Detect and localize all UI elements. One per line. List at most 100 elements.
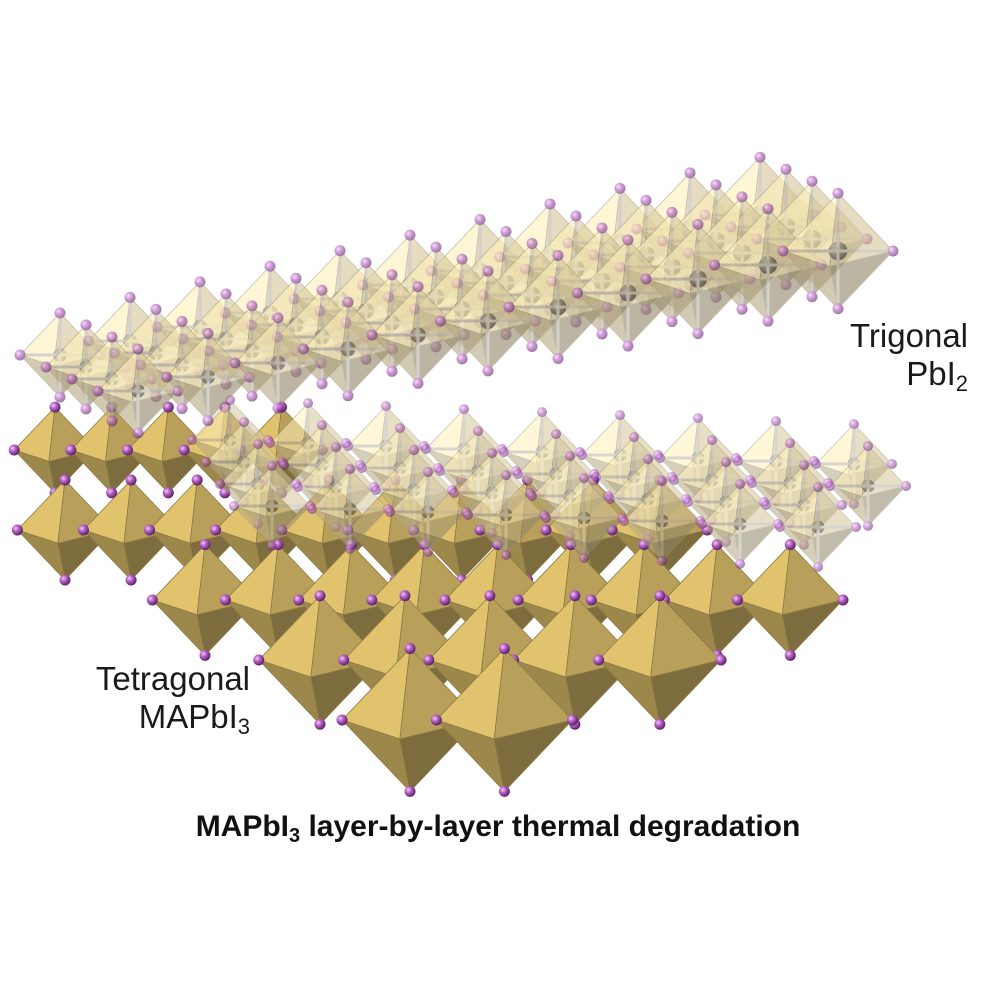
tetragonal-mapbi3-label: Tetragonal MAPbI3	[78, 660, 250, 738]
iodine-atom	[863, 441, 873, 452]
octahedron	[430, 643, 578, 797]
iodine-atom	[345, 543, 355, 554]
iodine-atom	[655, 453, 665, 463]
iodine-atom	[721, 457, 731, 468]
iodine-atom	[303, 398, 313, 409]
iodine-atom	[360, 257, 372, 269]
iodine-atom	[219, 594, 231, 606]
iodine-atom	[439, 594, 451, 606]
trigonal-formula: PbI	[906, 355, 956, 392]
iodine-atom	[80, 319, 92, 331]
iodine-atom	[430, 714, 442, 726]
octahedron-face	[499, 514, 546, 556]
iodine-atom	[666, 206, 678, 218]
iodine-atom	[643, 454, 653, 465]
iodine-atom	[593, 654, 605, 666]
iodine-atom	[901, 481, 911, 491]
iodine-atom	[293, 482, 303, 492]
iodine-atom	[736, 303, 748, 315]
iodine-atom	[775, 522, 785, 532]
iodine-atom	[125, 474, 137, 486]
iodine-atom	[799, 460, 809, 471]
iodine-atom	[381, 401, 391, 412]
iodine-atom	[771, 416, 781, 427]
iodine-atom	[253, 654, 265, 666]
octahedron	[777, 187, 899, 315]
iodine-atom	[191, 474, 203, 486]
iodine-atom	[161, 371, 172, 383]
iodine-atom	[707, 435, 717, 446]
iodine-atom	[596, 328, 608, 340]
iodine-atom	[40, 361, 52, 373]
octahedron-face	[480, 320, 537, 372]
iodine-atom	[657, 476, 667, 487]
iodine-atom	[622, 340, 634, 352]
iodine-atom	[513, 469, 523, 479]
iodine-atom	[430, 241, 442, 253]
iodine-atom	[732, 594, 744, 606]
iodine-atom	[106, 487, 118, 499]
octahedron-face	[759, 264, 823, 323]
iodine-atom	[813, 482, 823, 493]
iodine-atom	[343, 441, 353, 451]
octahedron-face	[650, 659, 723, 726]
iodine-atom	[187, 435, 197, 445]
iodine-atom	[345, 464, 355, 475]
iodine-atom	[566, 714, 578, 726]
iodine-atom	[366, 594, 378, 606]
iodine-atom	[246, 390, 258, 402]
iodine-atom	[331, 442, 341, 453]
iodine-atom	[92, 385, 104, 397]
iodine-atom	[619, 516, 629, 526]
iodine-atom	[215, 479, 225, 489]
iodine-atom	[144, 524, 156, 536]
iodine-atom	[125, 574, 137, 586]
iodine-atom	[342, 390, 354, 402]
iodine-atom	[264, 260, 276, 272]
iodine-atom	[784, 539, 796, 551]
iodine-atom	[669, 475, 679, 485]
iodine-atom	[657, 555, 667, 566]
iodine-atom	[697, 519, 707, 529]
iodine-atom	[579, 552, 589, 563]
iodine-atom	[54, 391, 66, 403]
octahedron-face	[655, 520, 702, 562]
iodine-atom	[412, 377, 424, 389]
iodine-atom	[512, 594, 524, 606]
iodine-atom	[59, 474, 71, 486]
iodine-atom	[199, 539, 211, 551]
iodine-atom	[499, 447, 509, 457]
octahedron-face	[861, 485, 908, 527]
caption-formula-subscript: 3	[289, 825, 301, 847]
iodine-atom	[8, 444, 20, 456]
octahedron	[775, 482, 861, 572]
octahedron	[161, 327, 255, 427]
iodine-atom	[423, 467, 433, 478]
iodine-atom	[456, 353, 468, 365]
iodine-atom	[293, 594, 305, 606]
iodine-atom	[421, 444, 431, 454]
iodine-atom	[435, 466, 445, 476]
iodine-atom	[654, 590, 666, 602]
octahedron	[92, 343, 184, 439]
octahedron-face	[829, 250, 895, 310]
iodine-atom	[811, 459, 821, 469]
iodine-atom	[735, 479, 745, 490]
iodine-atom	[11, 524, 23, 536]
iodine-atom	[272, 402, 284, 414]
octahedron-face	[131, 390, 180, 434]
iodine-atom	[780, 163, 792, 175]
octahedron-face	[421, 511, 468, 553]
octahedron	[463, 470, 549, 560]
iodine-atom	[265, 438, 275, 448]
iodine-atom	[220, 288, 232, 300]
iodine-atom	[229, 501, 239, 511]
iodine-atom	[825, 481, 835, 491]
iodine-atom	[423, 654, 435, 666]
iodine-atom	[527, 491, 537, 501]
iodine-atom	[540, 524, 552, 536]
octahedron	[229, 461, 315, 551]
octahedron-face	[781, 599, 845, 657]
iodine-atom	[487, 448, 497, 459]
